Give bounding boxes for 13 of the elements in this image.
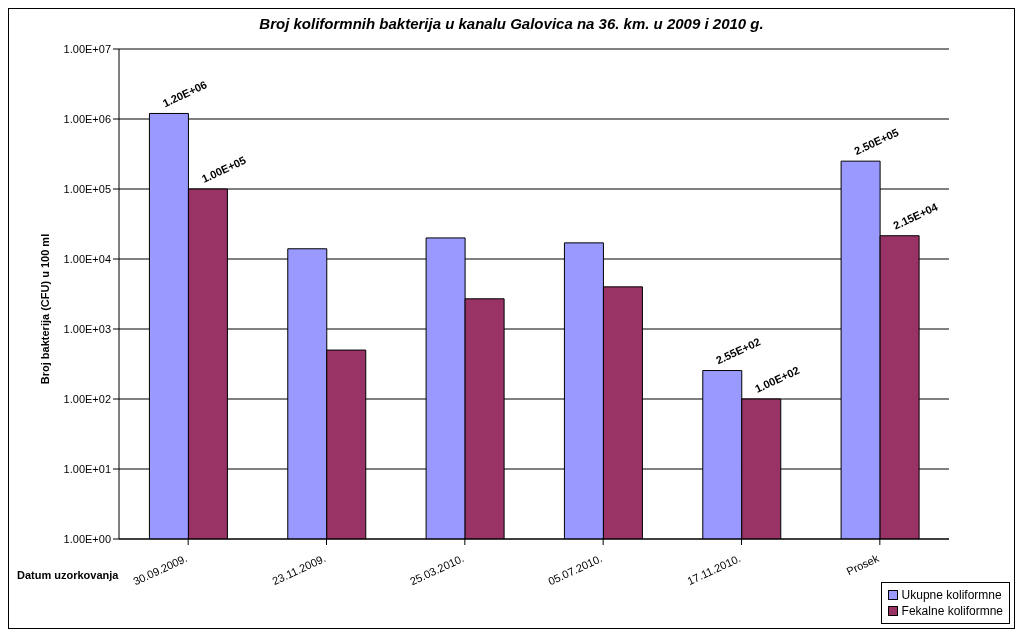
- y-tick-label: 1.00E+03: [63, 322, 111, 335]
- x-axis-title: Datum uzorkovanja: [17, 569, 119, 581]
- legend-label: Ukupne koliformne: [901, 588, 1002, 602]
- chart-title: Broj koliformnih bakterija u kanalu Galovica na 36. km. u 2009 i 2010 g.: [258, 15, 765, 32]
- y-tick-label: 1.00E+06: [63, 112, 111, 125]
- y-tick-label: 1.00E+02: [63, 392, 111, 405]
- y-tick-label: 1.00E+00: [63, 532, 111, 545]
- legend-label: Fekalne koliformne: [901, 604, 1003, 618]
- y-tick-label: 1.00E+05: [63, 182, 111, 195]
- y-tick-label: 1.00E+07: [63, 42, 111, 55]
- y-tick-label: 1.00E+01: [63, 462, 111, 475]
- y-axis-title: Broj bakterija (CFU) u 100 ml: [39, 233, 51, 385]
- y-tick-label: 1.00E+04: [63, 252, 111, 265]
